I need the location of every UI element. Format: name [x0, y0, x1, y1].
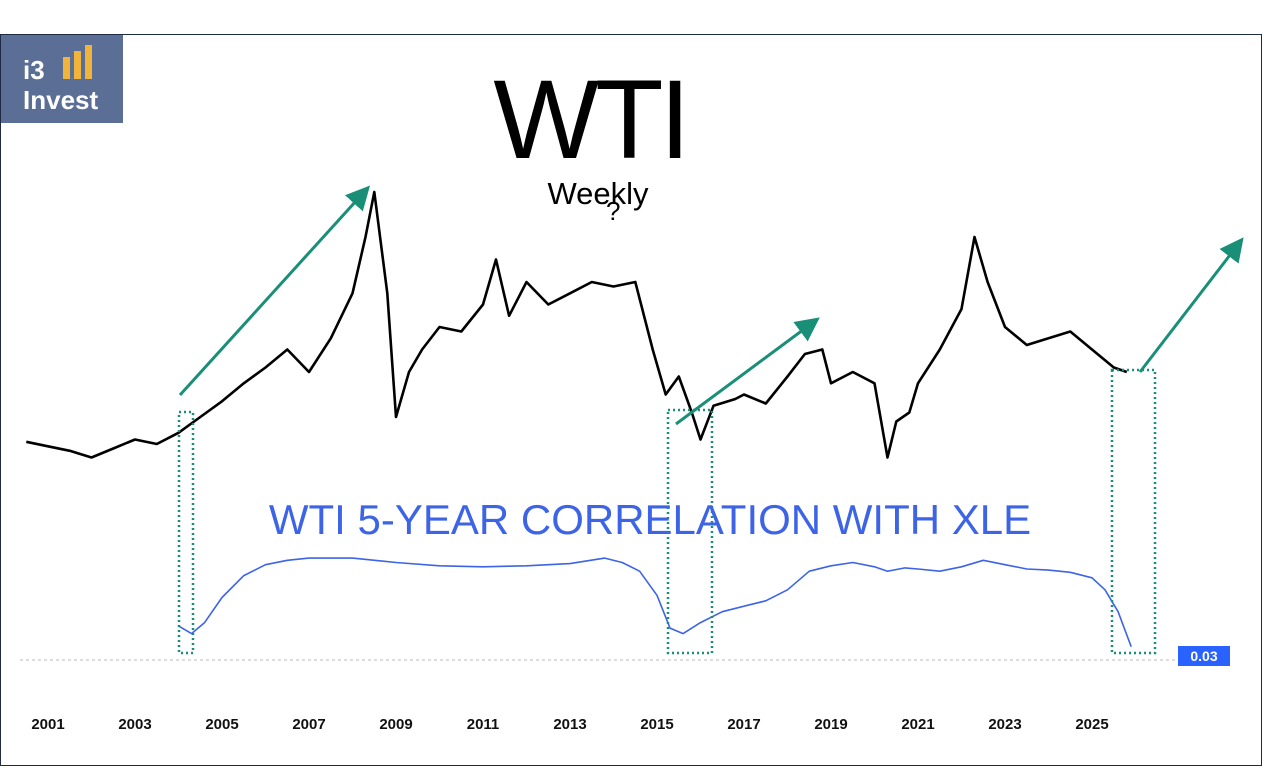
trend-arrow-1 [178, 185, 371, 397]
highlight-box-3 [1110, 368, 1157, 655]
x-tick-label: 2025 [1075, 716, 1109, 733]
x-tick-label: 2013 [553, 716, 587, 733]
annotation-group [177, 185, 1244, 655]
logo-text-line1: i3 [23, 55, 45, 85]
correlation-line [178, 557, 1132, 647]
x-tick-label: 2017 [727, 716, 761, 733]
chart-title: WTI [493, 57, 690, 182]
wti-price-line [26, 190, 1128, 459]
x-tick-label: 2003 [118, 716, 152, 733]
trend-arrow-3 [1138, 237, 1244, 373]
annotation-mark: ? [606, 196, 621, 226]
x-tick-label: 2011 [466, 716, 500, 733]
x-tick-label: 2019 [814, 716, 848, 733]
x-tick-label: 2023 [988, 716, 1022, 733]
brand-logo: i3 Invest [1, 35, 123, 123]
chart-subtitle: Weekly [547, 176, 649, 211]
highlight-box-1 [177, 410, 195, 655]
price-series-group [26, 190, 1128, 459]
correlation-series-group [178, 557, 1132, 647]
x-tick-label: 2001 [31, 716, 65, 733]
last-value-badge: 0.03 [1178, 646, 1230, 666]
x-tick-label: 2009 [379, 716, 413, 733]
trend-arrow-2 [675, 317, 820, 426]
correlation-label: WTI 5-YEAR CORRELATION WITH XLE [268, 496, 1032, 543]
logo-text-line2: Invest [23, 85, 99, 115]
x-tick-label: 2005 [205, 716, 239, 733]
x-tick-label: 2021 [901, 716, 935, 733]
highlight-box-2 [666, 408, 714, 655]
x-axis: 2001 2003 2005 2007 2009 2011 2013 2015 2017 2019… [0, 716, 1264, 740]
x-tick-label: 2015 [640, 716, 674, 733]
bar-chart-icon [63, 45, 92, 79]
x-tick-label: 2007 [292, 716, 326, 733]
chart-frame [0, 34, 1262, 766]
